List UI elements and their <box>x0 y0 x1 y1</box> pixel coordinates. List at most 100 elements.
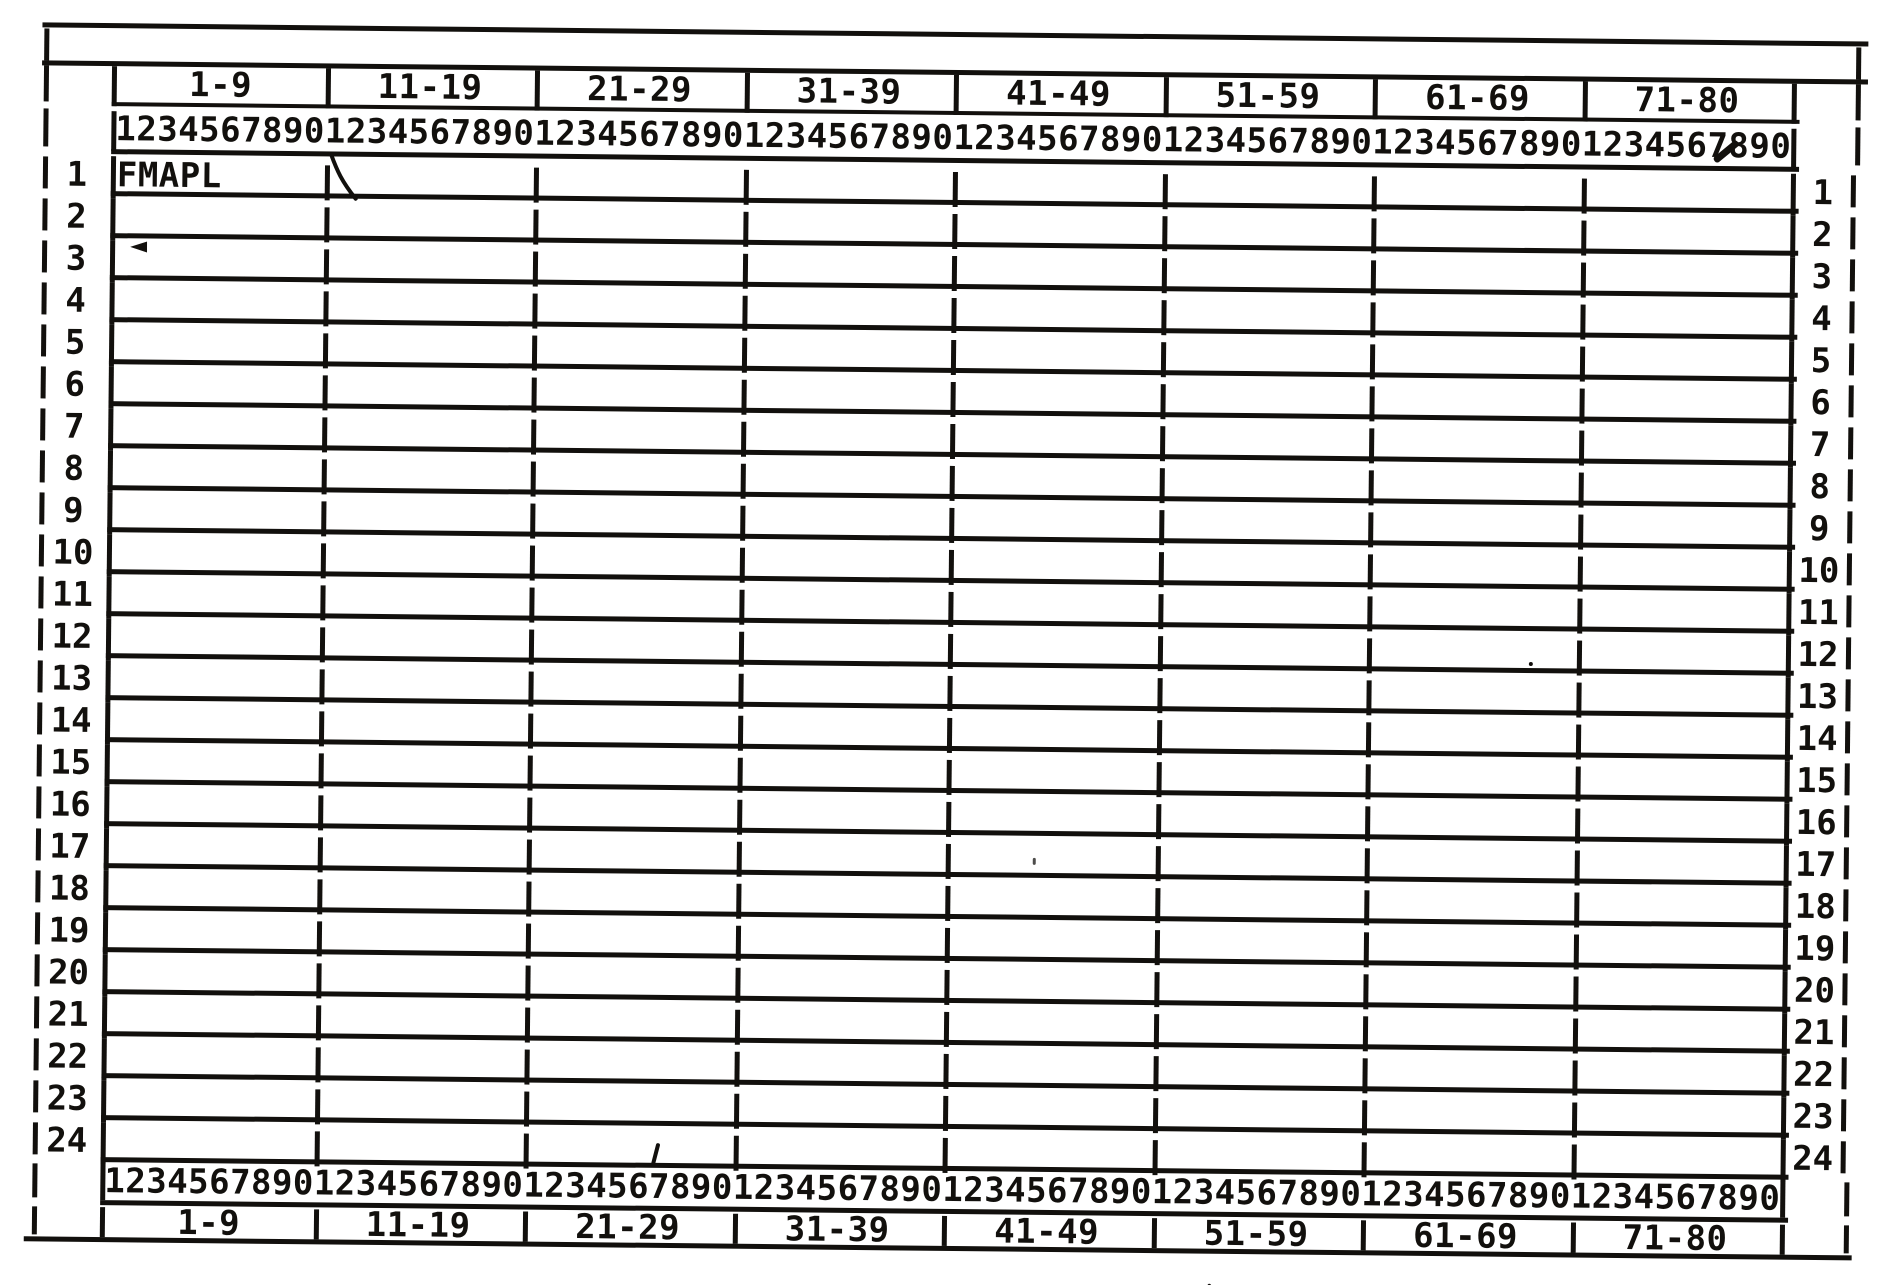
column-tick <box>533 209 539 245</box>
row-number-left: 13 <box>50 658 93 699</box>
column-tick <box>531 335 538 371</box>
left-margin-pipe <box>41 282 47 315</box>
row-number-left: 9 <box>62 490 84 531</box>
left-margin-pipe <box>40 366 46 399</box>
column-tick <box>1155 846 1161 882</box>
column-tick <box>323 207 330 243</box>
row-number-right: 8 <box>1809 466 1831 508</box>
column-tick <box>1571 1060 1578 1096</box>
right-margin-pipe <box>1841 1057 1847 1090</box>
column-tick <box>1575 724 1581 760</box>
column-tick <box>1574 766 1581 802</box>
column-tick <box>945 885 951 921</box>
row-number-left: 2 <box>66 196 87 237</box>
column-separator-pipe <box>1779 1224 1786 1255</box>
column-range-label: 51-59 <box>1203 1213 1309 1255</box>
margin-tick <box>1855 127 1861 166</box>
column-tick <box>1154 888 1160 924</box>
row-number-left: 8 <box>63 448 85 489</box>
column-tick <box>1573 892 1579 928</box>
column-tick <box>1155 762 1162 798</box>
column-tick <box>1578 388 1585 424</box>
column-tick <box>739 505 745 541</box>
column-tick <box>736 799 742 835</box>
left-margin-pipe <box>40 324 47 357</box>
ruler-edge-pipe <box>1791 128 1797 169</box>
column-tick <box>1579 346 1585 382</box>
right-margin-pipe <box>1840 1141 1846 1174</box>
right-margin-pipe <box>1844 805 1850 838</box>
margin-tick <box>43 108 49 147</box>
column-tick <box>1576 598 1583 634</box>
right-margin-pipe <box>1844 721 1851 754</box>
row-number-left: 15 <box>50 742 92 783</box>
column-tick <box>743 169 749 205</box>
right-margin-pipe <box>1846 553 1853 586</box>
column-tick <box>523 1133 529 1169</box>
column-tick <box>532 251 539 287</box>
column-tick <box>946 801 952 837</box>
column-tick <box>316 921 322 957</box>
column-tick <box>1159 384 1166 420</box>
column-tick <box>526 881 532 917</box>
column-separator-pipe <box>1791 83 1797 124</box>
column-tick <box>525 965 531 1001</box>
column-range-label: 51-59 <box>1215 75 1321 117</box>
column-tick <box>951 297 957 333</box>
column-tick <box>532 293 538 329</box>
row-number-right: 18 <box>1794 886 1837 928</box>
row-number-right: 13 <box>1796 676 1839 718</box>
column-separator-pipe <box>313 1209 319 1240</box>
column-range-label: 61-69 <box>1424 77 1531 119</box>
column-tick <box>1153 1014 1159 1050</box>
column-tick <box>529 545 536 581</box>
column-tick <box>1152 1098 1158 1134</box>
column-tick <box>1371 218 1377 254</box>
left-margin-pipe <box>34 912 41 945</box>
column-tick <box>315 963 322 999</box>
column-separator-pipe <box>732 1213 738 1244</box>
column-tick <box>318 669 325 705</box>
column-tick <box>524 1007 531 1043</box>
column-tick <box>317 753 324 789</box>
column-tick <box>1157 636 1163 672</box>
column-tick <box>1365 722 1372 758</box>
margin-tick <box>43 65 50 102</box>
row-number-left: 11 <box>51 574 94 615</box>
column-tick <box>740 421 746 457</box>
row-number-right: 4 <box>1811 298 1832 340</box>
column-tick <box>315 1005 321 1041</box>
column-tick <box>944 969 950 1005</box>
column-separator-pipe <box>1582 81 1588 122</box>
column-tick <box>314 1131 320 1167</box>
column-tick <box>1156 678 1163 714</box>
column-separator-pipe <box>1151 1218 1157 1249</box>
column-tick <box>1579 304 1586 340</box>
row-number-left: 14 <box>50 700 92 741</box>
right-margin-pipe <box>1846 595 1852 628</box>
column-range-label: 21-29 <box>575 1207 681 1249</box>
column-tick <box>527 755 533 791</box>
column-tick <box>1581 178 1587 214</box>
row-number-right: 3 <box>1811 256 1833 298</box>
row-number-left: 5 <box>64 322 86 363</box>
column-tick <box>950 339 957 375</box>
column-range-label: 41-49 <box>993 1211 1100 1253</box>
left-margin-pipe <box>42 156 49 189</box>
column-range-label: 71-80 <box>1634 80 1740 122</box>
left-margin-pipe <box>41 240 48 273</box>
margin-tick <box>1844 1182 1850 1217</box>
column-separator-pipe <box>1372 79 1378 120</box>
column-tick <box>320 543 326 579</box>
column-tick <box>734 967 741 1003</box>
column-separator-pipe <box>522 1211 529 1242</box>
column-tick <box>735 883 742 919</box>
column-separator-pipe <box>1360 1220 1367 1251</box>
column-range-label: 61-69 <box>1412 1215 1519 1257</box>
column-tick <box>1159 468 1165 504</box>
column-tick <box>1361 1142 1367 1178</box>
row-number-right: 15 <box>1795 760 1838 802</box>
column-tick <box>1152 1056 1159 1092</box>
left-margin-pipe <box>35 828 42 861</box>
